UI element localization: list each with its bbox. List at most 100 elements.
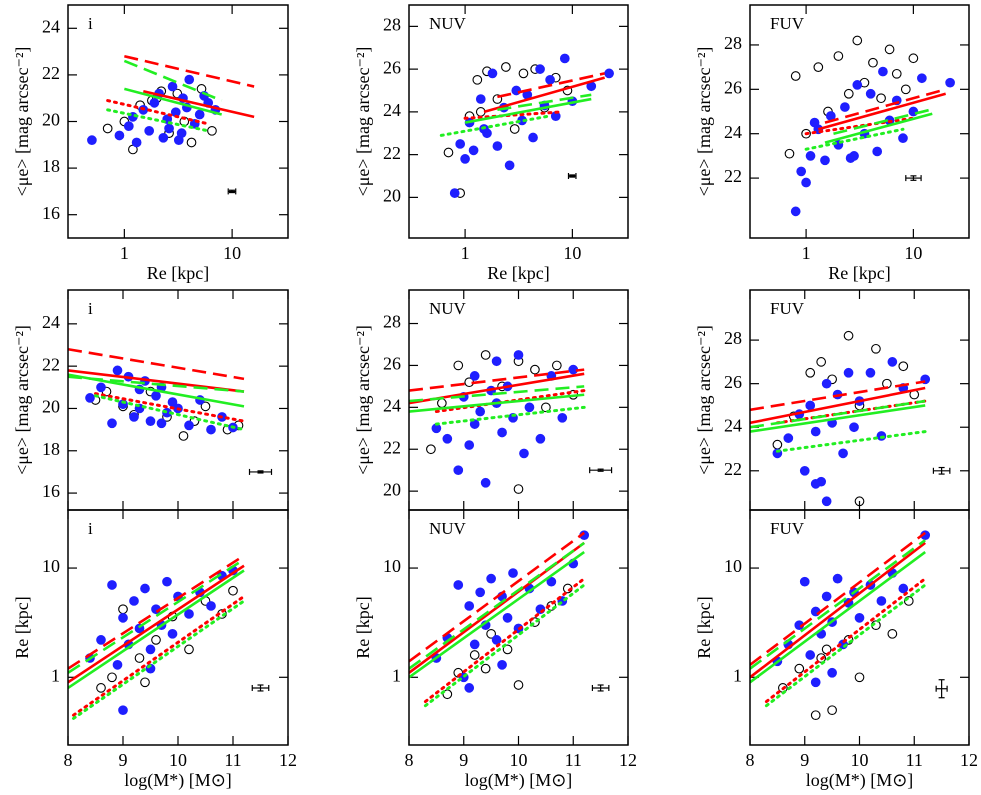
open-point — [784, 148, 795, 159]
y-axis-label: <μe> [mag arcsec⁻²] — [694, 47, 714, 197]
filled-point — [843, 367, 854, 378]
filled-point — [162, 576, 172, 587]
filled-point — [865, 367, 876, 378]
open-point — [871, 343, 881, 354]
panel-label: NUV — [429, 299, 467, 318]
x-tick-label: 11 — [224, 750, 241, 770]
filled-point — [206, 424, 216, 435]
panel: 16 18 20 22 24 <μe> [mag arcsec⁻²] i — [12, 289, 289, 511]
filled-point — [464, 440, 475, 450]
filled-point — [852, 80, 863, 90]
x-tick-label: 8 — [746, 750, 755, 770]
filled-point — [524, 402, 535, 413]
filled-point — [167, 628, 178, 639]
open-point — [437, 398, 447, 408]
open-point — [884, 44, 895, 55]
open-point — [551, 360, 562, 371]
y-tick-label: 24 — [724, 415, 742, 435]
y-tick-label: 24 — [42, 312, 60, 332]
open-point — [102, 123, 113, 134]
y-tick-label: 10 — [42, 556, 60, 576]
panel-label: NUV — [429, 14, 467, 33]
filled-point — [464, 683, 475, 693]
filled-point — [107, 418, 117, 429]
filled-point — [528, 132, 538, 143]
fit-line — [409, 531, 585, 663]
filled-point — [176, 128, 187, 138]
fit-line — [750, 541, 926, 679]
x-tick-label: 10 — [563, 243, 581, 263]
filled-point — [184, 609, 194, 619]
filled-point — [559, 53, 570, 64]
fit-line — [124, 54, 255, 88]
filled-point — [805, 650, 816, 660]
fit-line — [764, 583, 927, 708]
filled-point — [107, 580, 117, 590]
filled-point — [491, 635, 502, 645]
open-point — [513, 484, 524, 494]
fit-line — [804, 127, 905, 151]
open-point — [475, 107, 486, 117]
open-point — [228, 585, 238, 596]
filled-point — [799, 576, 810, 587]
panel: 22 24 26 28 <μe> [mag arcsec⁻²] FUV — [694, 289, 970, 511]
open-point — [908, 53, 919, 64]
y-tick-label: 26 — [383, 57, 401, 77]
filled-point — [821, 378, 832, 389]
open-point — [852, 35, 863, 46]
x-axis-label: Re [kpc] — [828, 263, 890, 283]
x-axis-label: log(M*) [M⊙] — [124, 770, 232, 790]
plot-area — [750, 530, 931, 721]
fit-line — [497, 93, 592, 112]
fit-line — [464, 97, 592, 124]
filled-point — [513, 350, 524, 360]
panel: 22 24 26 28 1 10 Re [kpc] <μe> [mag arcsec⁻²] FU… — [694, 4, 970, 283]
filled-point — [118, 705, 128, 716]
fit-line — [143, 89, 255, 119]
filled-point — [167, 81, 178, 92]
fit-line — [463, 110, 564, 120]
fit-line — [68, 564, 245, 684]
fit-line — [750, 399, 926, 429]
x-tick-label: 12 — [960, 750, 978, 770]
plot-area — [409, 350, 586, 494]
fit-line — [72, 594, 246, 717]
open-point — [501, 62, 511, 72]
panel: 1 10 8 9 10 11 12 log(M*) [M⊙] Re [kpc] NUV — [353, 509, 637, 791]
x-tick-label: 8 — [405, 750, 414, 770]
filled-point — [604, 68, 614, 79]
y-tick-label: 24 — [383, 100, 401, 120]
filled-point — [455, 139, 466, 149]
filled-point — [545, 74, 555, 85]
filled-point — [805, 400, 816, 411]
filled-point — [519, 448, 529, 459]
filled-point — [118, 613, 128, 623]
filled-point — [511, 85, 522, 96]
y-tick-label: 22 — [42, 63, 60, 83]
filled-point — [449, 188, 460, 198]
y-tick-label: 1 — [733, 665, 742, 685]
filled-point — [184, 74, 195, 85]
plot-area — [87, 54, 255, 155]
panel: 1 10 8 9 10 11 12 log(M*) [M⊙] Re [kpc] i — [12, 509, 297, 791]
filled-point — [945, 77, 955, 88]
filled-point — [156, 418, 167, 429]
y-axis-label: <μe> [mag arcsec⁻²] — [353, 325, 373, 475]
y-tick-label: 24 — [42, 16, 60, 36]
panel-label: FUV — [770, 299, 805, 318]
fit-line — [94, 392, 246, 423]
fit-line — [68, 554, 245, 670]
y-tick-label: 10 — [383, 556, 401, 576]
y-axis-label: Re [kpc] — [353, 596, 373, 658]
filled-point — [206, 601, 216, 611]
filled-point — [194, 109, 205, 120]
plot-area — [750, 330, 931, 507]
open-point — [891, 68, 902, 79]
x-tick-label: 10 — [223, 243, 241, 263]
panel-label: i — [88, 519, 93, 538]
open-point — [472, 74, 483, 85]
open-point — [200, 401, 211, 412]
fit-line — [123, 59, 223, 102]
panel-label: i — [88, 299, 93, 318]
